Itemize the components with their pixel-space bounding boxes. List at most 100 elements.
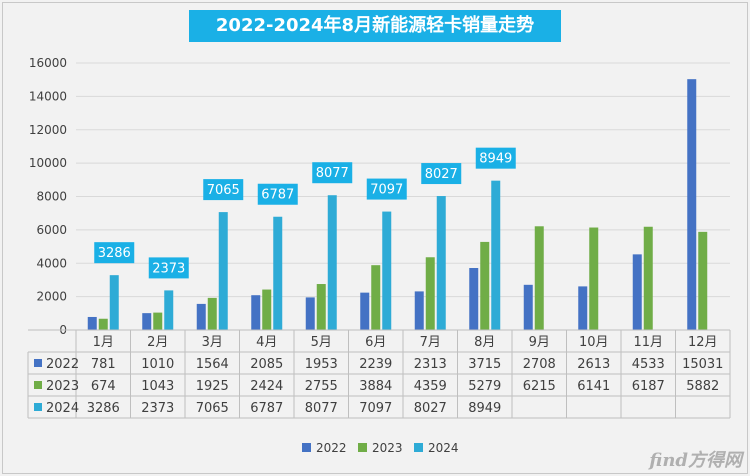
table-legend-key-2023 (34, 381, 42, 389)
data-label-box-2月 (148, 257, 189, 279)
x-tick-label: 2月 (147, 335, 168, 350)
table-cell-2022-5月: 1953 (305, 357, 338, 372)
legend-key-2024 (414, 443, 423, 452)
table-cell-2022-4月: 2085 (250, 357, 283, 372)
x-tick-label: 8月 (474, 335, 495, 350)
bar-2022-5月 (305, 297, 315, 330)
data-label-box-5月 (312, 162, 353, 184)
bar-2023-7月 (425, 257, 435, 330)
x-tick-label: 1月 (93, 335, 114, 350)
y-tick-label: 4000 (36, 256, 67, 270)
bar-2023-2月 (153, 312, 163, 330)
x-tick-label: 12月 (688, 335, 718, 350)
bar-2023-8月 (480, 241, 490, 330)
bar-2023-3月 (207, 297, 217, 330)
table-cell-2024-1月: 3286 (87, 401, 120, 416)
y-tick-label: 8000 (36, 190, 67, 204)
table-cell-2022-2月: 1010 (141, 357, 174, 372)
bar-2022-12月 (687, 79, 697, 330)
legend-key-2023 (358, 443, 367, 452)
table-cell-2023-6月: 3884 (359, 379, 392, 394)
table-series-label: 2022 (46, 357, 79, 372)
y-tick-label: 16000 (29, 56, 67, 70)
data-label-box-4月 (257, 183, 298, 205)
table-cell-2022-8月: 3715 (468, 357, 501, 372)
data-label-8月: 8949 (479, 152, 512, 167)
bar-2024-2月 (164, 290, 174, 330)
y-tick-label: 12000 (29, 123, 67, 137)
y-tick-label: 2000 (36, 290, 67, 304)
bar-2024-8月 (491, 180, 501, 330)
table-cell-2023-5月: 2755 (305, 379, 338, 394)
bar-2022-3月 (196, 303, 206, 330)
table-legend-key-2022 (34, 359, 42, 367)
x-tick-label: 11月 (633, 335, 663, 350)
table-cell-2023-9月: 6215 (523, 379, 556, 394)
bar-2024-3月 (218, 212, 228, 330)
table-cell-2024-5月: 8077 (305, 401, 338, 416)
table-cell-2023-12月: 5882 (686, 379, 719, 394)
data-label-3月: 7065 (207, 183, 240, 198)
table-cell-2024-4月: 6787 (250, 401, 283, 416)
table-cell-2022-7月: 2313 (414, 357, 447, 372)
table-cell-2023-2月: 1043 (141, 379, 174, 394)
bar-2023-4月 (262, 289, 272, 330)
table-cell-2023-3月: 1925 (196, 379, 229, 394)
bar-2023-1月 (98, 318, 108, 330)
table-cell-2023-1月: 674 (91, 379, 116, 394)
table-series-label: 2023 (46, 379, 79, 394)
bar-2024-4月 (273, 216, 283, 330)
data-label-box-3月 (203, 179, 244, 201)
table-cell-2023-4月: 2424 (250, 379, 283, 394)
data-label-6月: 7097 (370, 183, 403, 198)
bar-2022-8月 (469, 268, 479, 330)
bar-2022-7月 (414, 291, 424, 330)
data-label-box-1月 (94, 242, 135, 264)
x-tick-label: 4月 (256, 335, 277, 350)
bar-2023-5月 (316, 284, 326, 330)
bar-2022-4月 (251, 295, 261, 330)
bar-2022-9月 (523, 284, 533, 330)
legend-label-2024: 2024 (428, 441, 459, 455)
data-label-5月: 8077 (316, 166, 349, 181)
x-tick-label: 6月 (365, 335, 386, 350)
table-cell-2024-8月: 8949 (468, 401, 501, 416)
x-tick-label: 5月 (311, 335, 332, 350)
data-label-4月: 6787 (261, 188, 294, 203)
data-label-7月: 8027 (425, 167, 458, 182)
x-tick-label: 9月 (529, 335, 550, 350)
table-cell-2022-3月: 1564 (196, 357, 229, 372)
bar-2024-1月 (109, 275, 119, 330)
watermark-logo: find方得网 (649, 450, 742, 471)
bar-2024-6月 (382, 211, 392, 330)
data-label-box-6月 (366, 178, 407, 200)
table-cell-2022-1月: 781 (91, 357, 116, 372)
table-cell-2024-3月: 7065 (196, 401, 229, 416)
table-cell-2023-10月: 6141 (577, 379, 610, 394)
table-series-label: 2024 (46, 401, 79, 416)
bar-2022-11月 (632, 254, 642, 330)
table-cell-2022-10月: 2613 (577, 357, 610, 372)
bar-2023-12月 (698, 231, 708, 330)
y-tick-label: 14000 (29, 89, 67, 103)
bar-2022-6月 (360, 292, 370, 330)
table-cell-2024-6月: 7097 (359, 401, 392, 416)
data-label-2月: 2373 (152, 261, 185, 276)
data-label-1月: 3286 (98, 246, 131, 261)
bar-2022-10月 (578, 286, 588, 330)
data-label-box-7月 (421, 163, 462, 185)
legend-key-2022 (302, 443, 311, 452)
x-tick-label: 7月 (420, 335, 441, 350)
bar-2024-5月 (327, 195, 337, 330)
table-cell-2023-8月: 5279 (468, 379, 501, 394)
bar-2023-9月 (534, 226, 544, 330)
table-legend-key-2024 (34, 403, 42, 411)
table-cell-2022-12月: 15031 (682, 357, 723, 372)
table-cell-2022-9月: 2708 (523, 357, 556, 372)
table-cell-2022-11月: 4533 (632, 357, 665, 372)
bar-2022-2月 (142, 313, 152, 330)
chart-title: 2022-2024年8月新能源轻卡销量走势 (189, 10, 561, 42)
bar-2024-7月 (436, 196, 446, 330)
